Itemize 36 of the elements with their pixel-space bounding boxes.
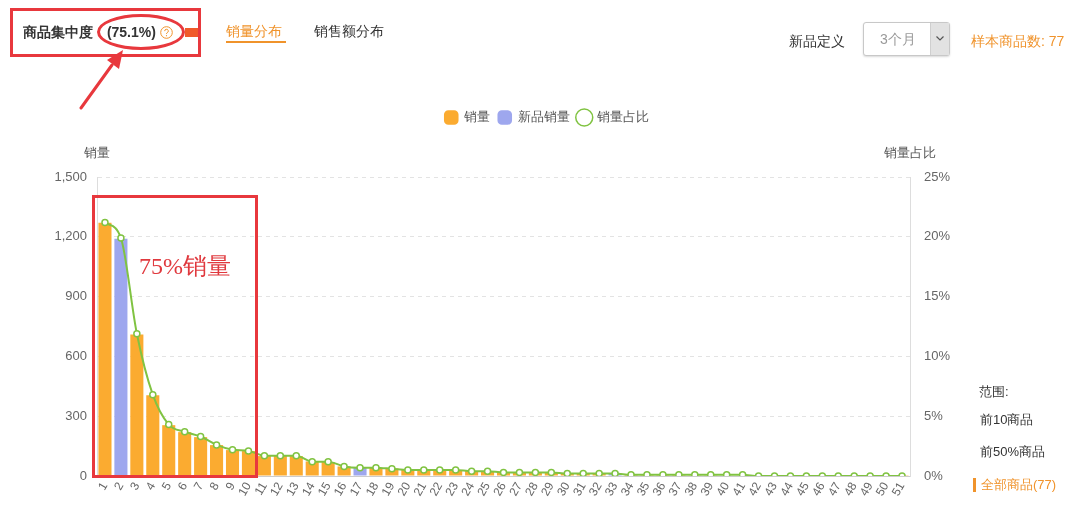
y2-axis-title: 销量占比	[883, 144, 936, 160]
y2-tick-label: 5%	[924, 407, 944, 423]
x-tick-label: 4	[142, 479, 159, 493]
text: 样本商品数: 77	[971, 32, 1065, 51]
legend-label: 销量占比	[596, 109, 650, 125]
text: 销售额分布	[314, 22, 384, 41]
text: 新品定义	[789, 32, 845, 51]
x-tick-label: 8	[206, 479, 223, 493]
y-tick-label: 0	[79, 467, 87, 483]
legend-label: 销量	[463, 109, 491, 125]
x-tick-label: 6	[174, 479, 191, 493]
y2-tick-label: 0%	[924, 467, 944, 483]
y2-tick-label: 10%	[924, 347, 951, 363]
text: 销量分布	[226, 22, 282, 41]
y-tick-label: 300	[65, 407, 87, 423]
legend-label: 新品销量	[517, 109, 570, 125]
x-tick-label: 1	[94, 479, 111, 493]
x-tick-label: 3	[126, 479, 143, 493]
x-tick-label: 7	[190, 479, 207, 493]
text: 前10商品	[980, 411, 1034, 429]
x-tick-label: 2	[110, 479, 127, 493]
y-tick-label: 900	[65, 288, 87, 304]
y2-tick-label: 25%	[924, 168, 951, 184]
y-tick-label: 1,200	[54, 228, 87, 244]
text: 全部商品(77)	[981, 476, 1057, 494]
select-box: 3个月	[863, 22, 950, 56]
y2-tick-label: 15%	[924, 288, 951, 304]
chart-title: 商品集中度 (75.1%)	[23, 23, 156, 42]
annotation: 75%销量	[139, 252, 231, 281]
y-tick-label: 1,500	[54, 168, 87, 184]
y-axis-title: 销量	[83, 144, 110, 160]
text: 范围:	[979, 383, 1009, 401]
x-tick-label: 5	[158, 479, 175, 493]
y2-tick-label: 20%	[924, 228, 951, 244]
y-tick-label: 600	[65, 347, 87, 363]
text: 前50%商品	[980, 443, 1046, 461]
